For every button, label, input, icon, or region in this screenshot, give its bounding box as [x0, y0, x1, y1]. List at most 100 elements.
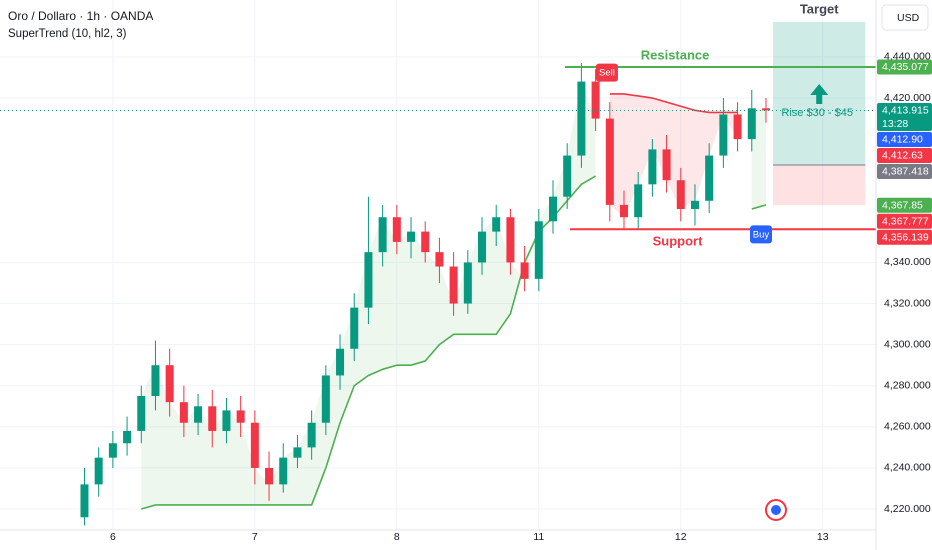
candle-body — [265, 467, 274, 485]
candle-body — [690, 200, 699, 209]
candle-body — [605, 118, 614, 205]
price-countdown: 13:28 — [882, 118, 908, 130]
stop-zone — [773, 164, 866, 206]
buy-flag — [749, 225, 772, 244]
y-tick-label: 4,420.000 — [884, 92, 931, 104]
candle-body — [179, 402, 188, 423]
candle-body — [364, 252, 373, 308]
x-tick-label: 12 — [675, 531, 687, 543]
price-label: 4,367.777 — [882, 215, 929, 227]
candle-body — [407, 231, 416, 242]
x-tick-label: 8 — [394, 531, 400, 543]
price-label: 4,356.139 — [882, 231, 929, 243]
candle-body — [392, 217, 401, 242]
price-label-box — [877, 197, 932, 213]
candle-body — [350, 307, 359, 349]
candle-body — [321, 375, 330, 423]
y-tick-label: 4,220.000 — [884, 503, 931, 515]
candle-body — [662, 149, 671, 181]
target-label: Target — [800, 1, 839, 16]
y-tick-label: 4,240.000 — [884, 462, 931, 474]
price-label: 4,367.85 — [882, 199, 923, 211]
buy-label: Buy — [753, 229, 770, 240]
price-label-box — [877, 229, 932, 245]
candle-body — [435, 252, 444, 267]
x-tick-label: 11 — [533, 531, 544, 543]
candle-body — [94, 457, 103, 485]
supertrend-line — [141, 175, 767, 510]
trend-fill — [609, 93, 738, 218]
price-label-box — [877, 164, 932, 180]
x-tick-label: 6 — [110, 531, 116, 543]
candle-body — [151, 365, 160, 397]
candle-body — [676, 180, 685, 209]
currency-label: USD — [897, 12, 920, 24]
price-label-box — [877, 148, 932, 164]
logo-inner — [771, 505, 781, 515]
price-label-box — [877, 132, 932, 148]
x-tick-label: 13 — [817, 531, 829, 543]
candle-body — [478, 231, 487, 263]
price-label: 4,387.418 — [882, 166, 929, 178]
candle-body — [563, 155, 572, 197]
candle-body — [463, 262, 472, 304]
price-label-box — [877, 213, 932, 229]
candle-body — [591, 81, 600, 119]
candle-body — [549, 196, 558, 222]
candle-body — [733, 114, 742, 140]
candle-body — [648, 149, 657, 185]
indicator-label: SuperTrend (10, hl2, 3) — [8, 28, 127, 40]
resistance-label: Resistance — [641, 47, 710, 62]
chart-title: Oro / Dollaro · 1h · OANDA — [8, 9, 153, 23]
candle-body — [492, 217, 501, 232]
candle-body — [577, 81, 586, 156]
candle-body — [165, 365, 174, 403]
x-tick-label: 7 — [252, 531, 258, 543]
candle-body — [520, 262, 529, 279]
candle-body — [705, 155, 714, 201]
candle-body — [236, 410, 245, 423]
candle-body — [108, 443, 117, 458]
candle-body — [378, 217, 387, 253]
y-tick-label: 4,320.000 — [884, 297, 931, 309]
candle-body — [250, 422, 259, 468]
candle-body — [279, 457, 288, 485]
candle-body — [761, 108, 770, 111]
y-tick-label: 4,260.000 — [884, 421, 931, 433]
candle-body — [336, 348, 345, 376]
candle-body — [421, 231, 430, 253]
sell-flag — [595, 63, 618, 82]
candle-body — [123, 430, 132, 444]
candle-body — [208, 406, 217, 431]
candle-body — [293, 447, 302, 458]
price-label-box — [877, 59, 932, 75]
candle-body — [80, 484, 89, 518]
candle-body — [619, 204, 628, 218]
target-arrow — [810, 84, 829, 104]
candle-body — [222, 410, 231, 431]
sell-label: Sell — [599, 68, 615, 79]
y-tick-label: 4,340.000 — [884, 256, 931, 268]
target-note: Rise $30 - $45 — [781, 107, 853, 119]
price-label-box — [877, 103, 932, 132]
price-label: 4,412.63 — [882, 150, 923, 162]
candle-body — [634, 184, 643, 218]
candle-body — [719, 114, 728, 156]
candle-body — [137, 396, 146, 431]
price-label: 4,412.90 — [882, 134, 923, 146]
price-label: 4,413.915 — [882, 105, 929, 117]
candle-body — [506, 217, 515, 263]
candle-body — [307, 422, 316, 448]
candle-body — [194, 406, 203, 423]
y-tick-label: 4,280.000 — [884, 380, 931, 392]
supertrend-line — [609, 93, 738, 114]
candle-body — [534, 221, 543, 279]
currency-box[interactable] — [881, 4, 929, 31]
y-tick-label: 4,300.000 — [884, 338, 931, 350]
candle-body — [747, 108, 756, 140]
candle-body — [449, 266, 458, 304]
price-label: 4,435.077 — [882, 61, 929, 73]
plot-area: Target Rise $30 - $45 Resistance Support Sel… — [0, 0, 876, 530]
